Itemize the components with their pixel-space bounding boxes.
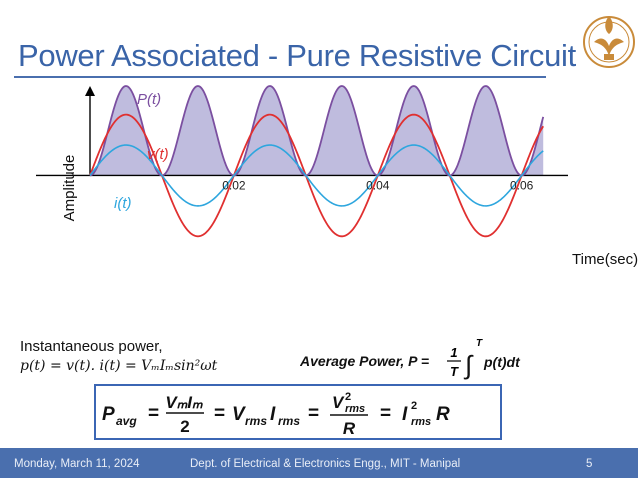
slide-footer: Monday, March 11, 2024 Dept. of Electric…: [0, 448, 638, 478]
svg-text:=: =: [148, 403, 159, 424]
series-label-current: i(t): [114, 195, 132, 212]
svg-text:rms: rms: [278, 414, 300, 428]
svg-text:I: I: [402, 404, 408, 425]
svg-text:∫: ∫: [463, 350, 474, 380]
x-tick-labels: 0.02 0.04 0.06: [222, 178, 533, 192]
series-label-voltage: v(t): [147, 146, 169, 163]
svg-text:R: R: [436, 404, 450, 425]
y-axis-label: Amplitude: [61, 155, 78, 222]
power-waveform-chart: 0.02 0.04 0.06 Time(sec) Amplitude P(t) v(…: [36, 85, 638, 268]
page-title: Power Associated - Pure Resistive Circui…: [18, 38, 576, 73]
svg-text:V: V: [232, 404, 246, 425]
footer-department: Dept. of Electrical & Electronics Engg.,…: [190, 458, 461, 470]
x-tick-label: 0.04: [366, 178, 390, 192]
avg-power-text: Average Power: [300, 353, 403, 369]
series-line-current: [89, 144, 544, 207]
institution-logo: [583, 16, 635, 68]
svg-text:2: 2: [345, 391, 351, 403]
title-divider: [14, 76, 546, 78]
x-tick-label: 0.06: [510, 178, 534, 192]
svg-text:V: V: [332, 393, 345, 412]
x-axis-label: Time(sec): [572, 251, 638, 268]
y-axis-arrowhead: [85, 86, 95, 96]
svg-text:I: I: [270, 404, 276, 425]
svg-text:rms: rms: [411, 416, 431, 428]
svg-text:=: =: [380, 403, 391, 424]
svg-text:R: R: [343, 419, 356, 438]
x-tick-label: 0.02: [222, 178, 246, 192]
svg-text:=: =: [214, 403, 225, 424]
series-label-power: P(t): [137, 91, 161, 108]
instantaneous-power-equation: p(t) = v(t). i(t) = VₘIₘsin²ωt: [20, 358, 218, 374]
footer-date: Monday, March 11, 2024: [14, 458, 140, 470]
svg-text:=: =: [308, 403, 319, 424]
svg-text:2: 2: [180, 417, 189, 436]
svg-text:Average Power, P =: Average Power, P =: [300, 353, 429, 369]
avg-integrand: p(t)dt: [483, 354, 521, 370]
instantaneous-power-label: Instantaneous power,: [20, 338, 163, 355]
series-line-voltage: [89, 113, 544, 238]
svg-text:P: P: [102, 404, 115, 425]
average-power-result-box: P avg = VₘIₘ 2 = V rms I rms = V 2 rms R…: [94, 384, 502, 440]
svg-text:rms: rms: [245, 414, 267, 428]
avg-frac-den: T: [450, 364, 459, 379]
average-power-result-equation: P avg = VₘIₘ 2 = V rms I rms = V 2 rms R…: [102, 391, 450, 438]
avg-int-limit: T: [476, 338, 483, 349]
avg-frac-num: 1: [450, 345, 457, 360]
series-line-power: [89, 85, 545, 177]
svg-text:rms: rms: [345, 403, 365, 415]
svg-text:2: 2: [411, 400, 417, 412]
average-power-equation: Average Power, P = 1 T ∫ T p(t)dt: [300, 338, 521, 380]
svg-text:avg: avg: [116, 414, 137, 428]
svg-text:VₘIₘ: VₘIₘ: [165, 393, 203, 412]
footer-page-number: 5: [586, 458, 593, 470]
